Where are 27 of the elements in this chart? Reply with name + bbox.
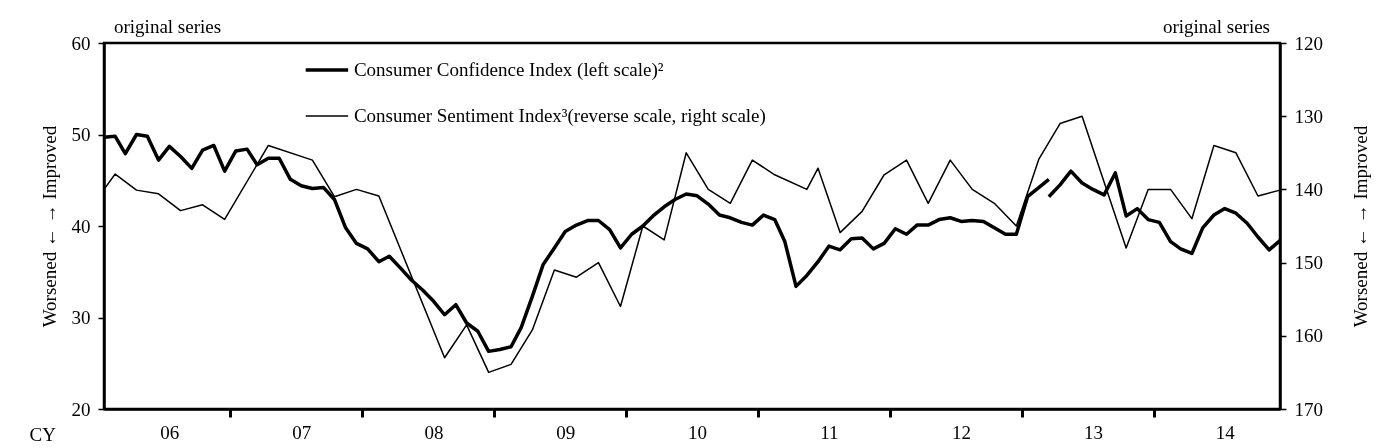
y-tick-label: 40	[71, 215, 91, 237]
y2-tick-label: 120	[1294, 32, 1323, 54]
y-axis-title: Worsened ← → Improved	[38, 125, 60, 328]
x-tick-label: 11	[820, 421, 839, 443]
x-axis-title: CY	[29, 423, 57, 445]
y-tick-label: 30	[71, 307, 91, 328]
y-tick-label: 50	[71, 124, 91, 145]
x-tick-label: 14	[1215, 421, 1236, 443]
y2-tick-label: 160	[1294, 325, 1323, 347]
y2-tick-label: 130	[1294, 105, 1323, 127]
legend-label: Consumer Sentiment Index³(reverse scale, right scale)	[353, 105, 766, 127]
x-tick-label: 10	[688, 421, 708, 443]
x-tick-label: 08	[424, 421, 444, 443]
y2-axis-title: Worsened ← → Improved	[1350, 125, 1371, 328]
y-tick-label: 60	[71, 32, 91, 54]
y2-tick-label: 150	[1294, 252, 1323, 274]
legend-label: Consumer Confidence Index (left scale)²	[353, 59, 664, 81]
x-tick-label: 06	[160, 421, 180, 443]
x-tick-label: 13	[1083, 421, 1103, 443]
y2-tick-label: 170	[1294, 398, 1323, 420]
y-tick-label: 20	[71, 398, 91, 420]
y2-tick-label: 140	[1294, 178, 1323, 200]
x-tick-label: 12	[952, 421, 972, 443]
text: original series	[1162, 16, 1270, 37]
text: original series	[114, 16, 222, 37]
x-tick-label: 09	[556, 421, 576, 443]
x-tick-label: 07	[292, 421, 312, 443]
